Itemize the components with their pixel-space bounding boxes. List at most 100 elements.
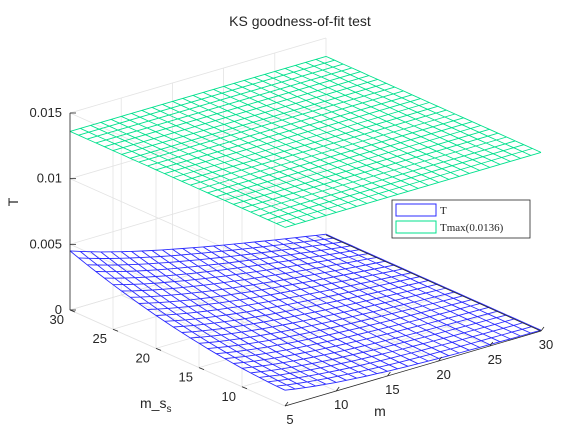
surface-t-row [216,299,473,355]
surface-tmax-col [121,115,337,213]
x-tick [284,401,289,407]
surface-t-col [274,239,490,346]
x-tick [489,341,494,347]
surface-t-col [151,250,368,377]
y-tick-label: 30 [50,312,64,327]
surface-tmax [69,55,542,228]
surface-tmax-row [78,59,335,136]
surface-t-row [284,329,542,391]
surface-tmax-row [259,140,516,217]
surface-t-col [233,243,449,357]
surface-t-row [267,322,524,383]
surface-t [69,233,542,391]
x-axis-label: m [374,403,386,419]
x-tick-label: 10 [334,397,348,412]
legend-label-t: T [440,205,447,217]
chart-title: KS goodness-of-fit test [229,13,371,29]
surface-tmax-col [69,130,286,228]
x-tick-label: 15 [385,382,399,397]
surface-tmax-row [284,151,542,228]
surface-t-col [213,245,429,362]
surface-t-col [172,248,388,372]
surface-t-col [100,251,316,387]
surface-t-row [155,272,413,316]
y-axis-label: m_ss [140,395,171,415]
surface-tmax-col [141,109,357,207]
x-tick [540,326,545,332]
surface-tmax-col [213,88,429,186]
surface-t-row [138,264,395,304]
surface-tmax-col [274,70,490,168]
surface-tmax-col [182,97,398,195]
x-axis-line [284,330,542,407]
surface-tmax-row [173,102,430,178]
surface-layer [69,55,542,391]
surface-t-col [254,241,470,351]
x-tick [438,356,442,362]
surface-t-row [224,302,481,360]
surface-tmax-col [305,61,521,159]
surface-t-row [130,260,387,298]
legend-swatch-t [395,203,437,217]
surface-tmax-col [254,76,470,174]
z-tick-label: 0.015 [29,105,62,120]
surface-t-row [112,252,370,286]
surface-tmax-row [104,71,361,148]
surface-t-col [192,247,409,367]
surface-tmax-row [276,148,533,224]
surface-tmax-col [284,67,501,165]
surface-tmax-col [90,124,306,222]
surface-t-col [202,246,419,365]
surface-tmax-row [130,82,387,159]
surface-t-col [182,248,398,370]
surface-t-row [259,318,516,378]
surface-t-col [161,249,378,375]
surface-t-row [173,279,430,328]
surface-tmax-row [250,136,507,213]
y-axis-label-subscript: s [166,404,171,415]
y-tick [112,328,119,332]
surface-t-row [233,306,490,364]
x-tick-label: 30 [539,337,553,352]
y-tick [155,348,162,351]
surface-t-row [147,268,404,310]
surface-tmax-col [172,100,388,198]
surface-tmax-row [147,90,404,167]
surface-t-row [181,283,438,333]
z-tick-label: 0 [55,302,62,317]
surface-tmax-col [100,121,316,219]
y-axis-line [325,234,542,332]
surface-t-col [325,233,542,331]
surface-tmax-col [223,85,439,183]
legend-swatch-tmax [395,220,437,234]
surface-tmax-row [87,63,344,140]
y-tick-label: 25 [93,331,107,346]
surface-t-col [264,240,480,348]
surface-t-row [69,233,327,253]
surface-t-col [284,238,501,343]
surface-t-row [190,287,447,339]
surface-tmax-row [164,98,421,175]
legend-label-tmax: Tmax(0.0136) [440,222,504,234]
surface-t-row [276,325,533,387]
surface-tmax-row [267,144,524,221]
surface-t-row [104,249,361,279]
surface-t-col [305,236,521,337]
legend: T Tmax(0.0136) [391,199,531,239]
surface-tmax-col [315,58,531,156]
z-axis-label: T [5,197,21,206]
y-gridline [69,113,327,311]
surface-t-col [141,250,357,379]
surface-tmax-col [325,55,542,153]
surface-tmax-row [138,86,395,163]
surface-tmax-col [131,112,347,210]
y-tick-label: 15 [179,370,193,385]
surface-t-row [207,295,464,350]
surface-tmax-col [202,91,419,189]
surface-t-row [241,310,499,369]
surface-t-row [87,241,344,266]
y-tick-label: 20 [136,350,150,365]
surface-tmax-row [216,121,473,198]
surface-tmax-col [151,106,368,204]
